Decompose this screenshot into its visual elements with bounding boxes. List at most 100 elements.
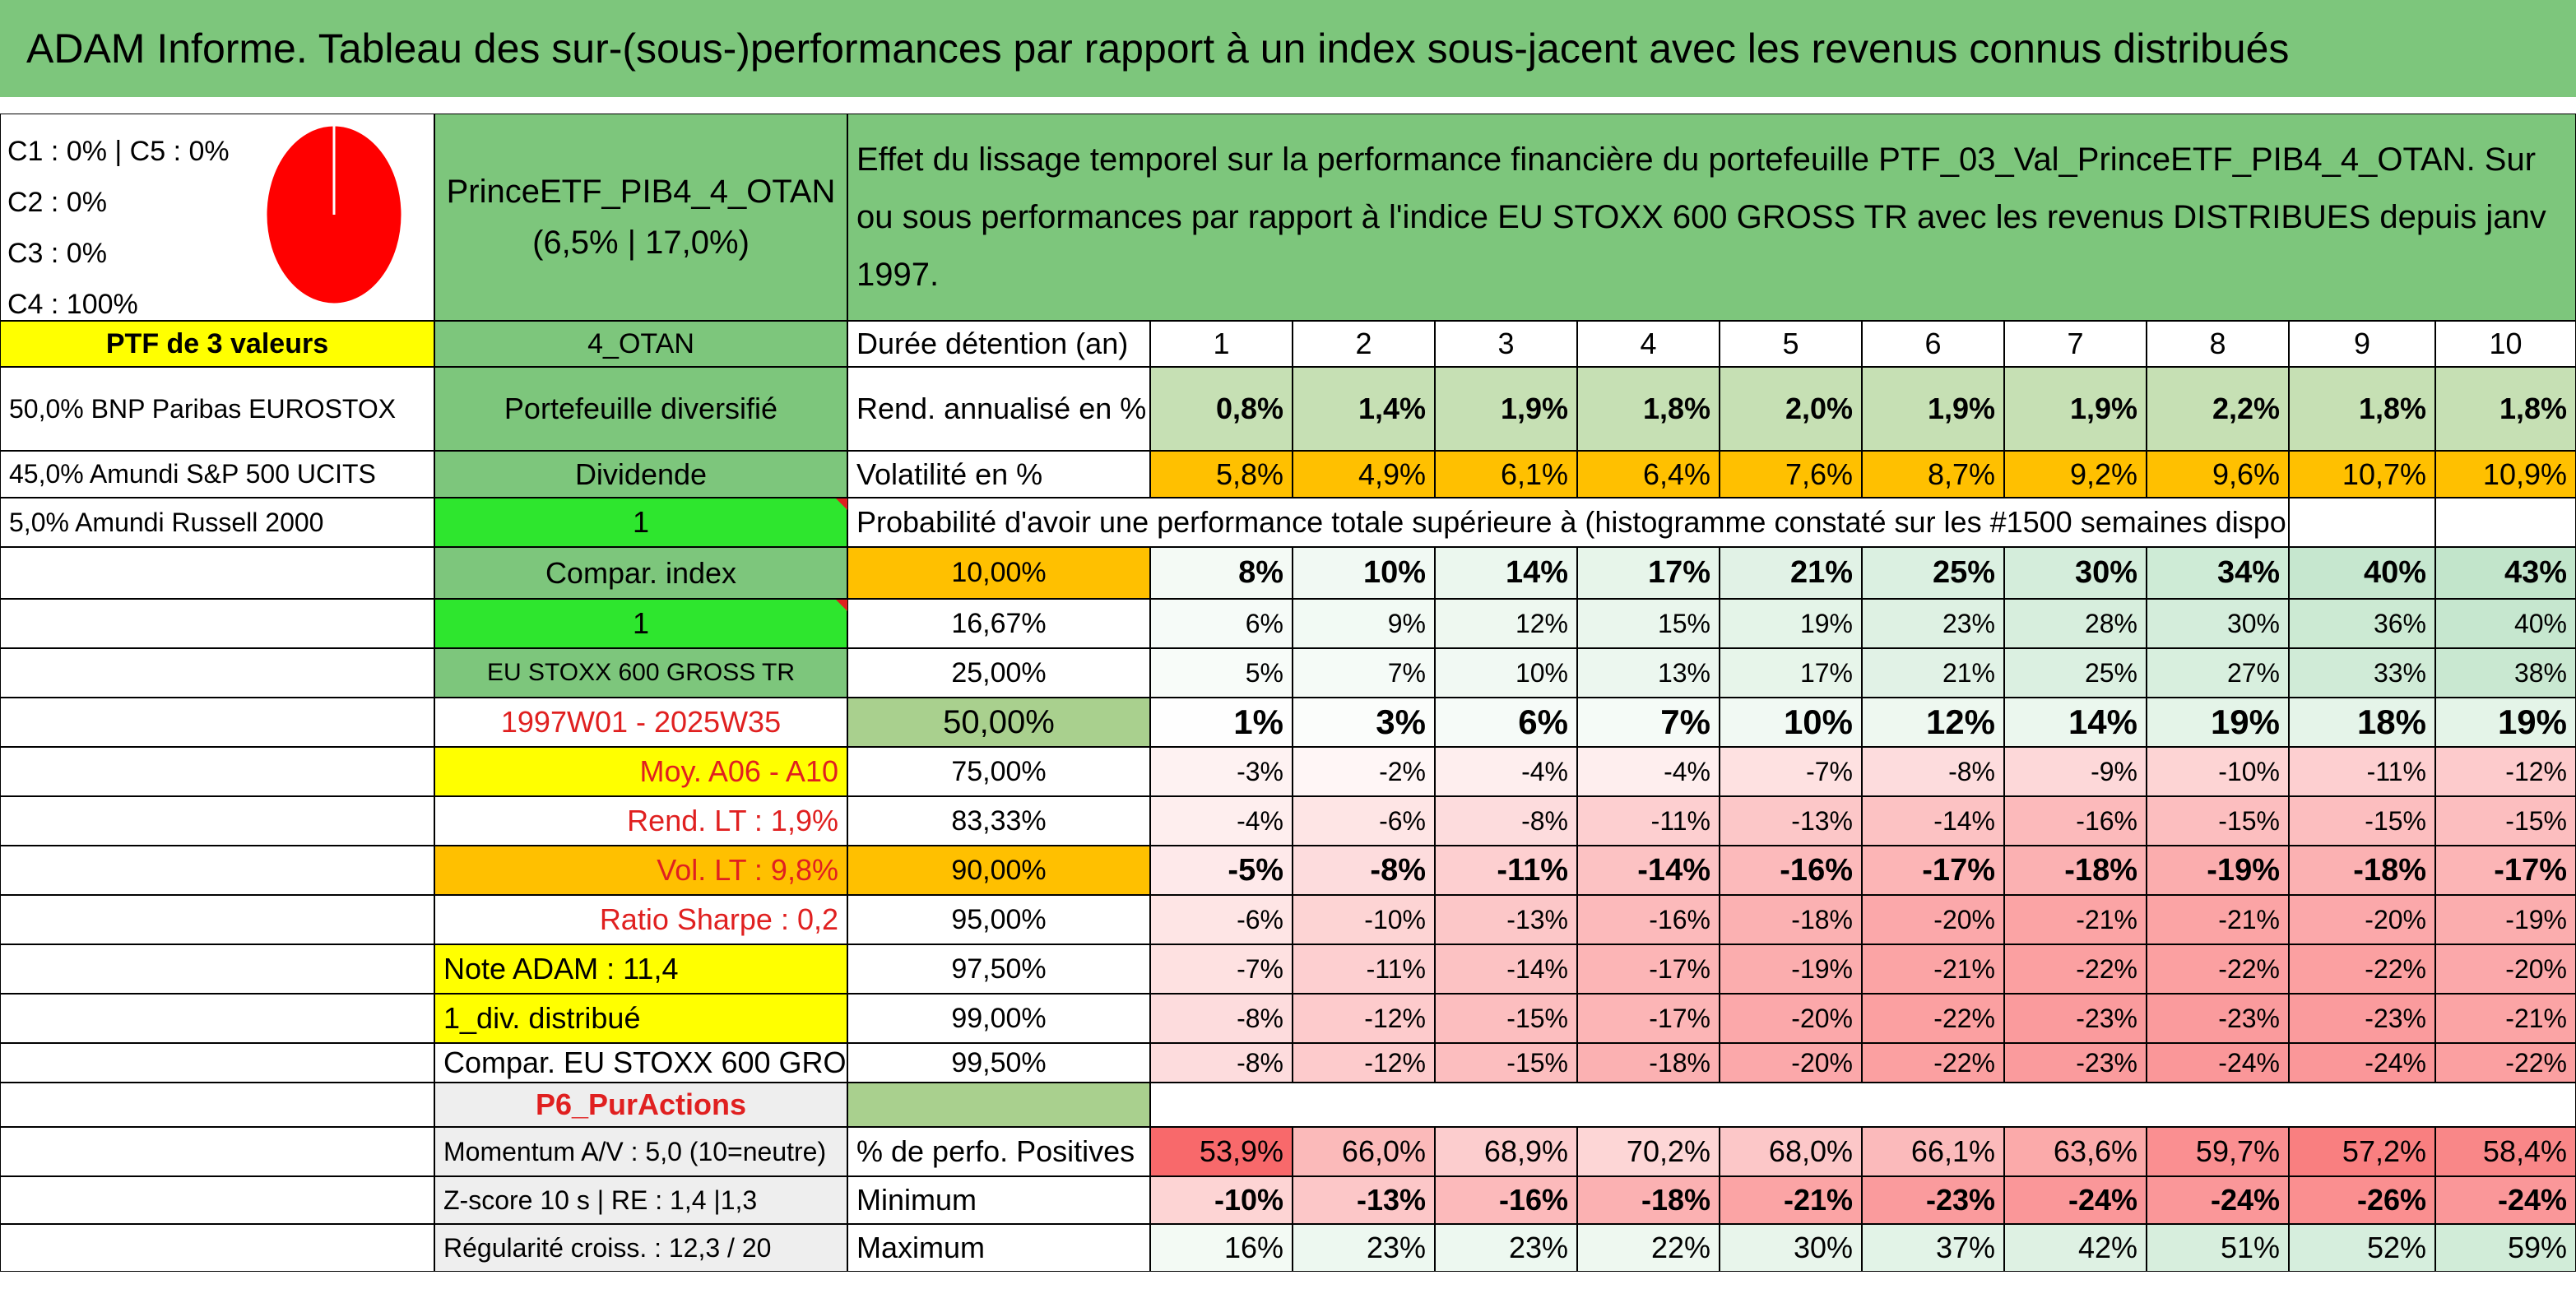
period: 1997W01 - 2025W35: [434, 698, 847, 747]
quantile-value: 6%: [1435, 698, 1577, 747]
min-value: -21%: [1720, 1176, 1862, 1224]
quantile-value: -7%: [1720, 747, 1862, 796]
quantile-value: -15%: [1435, 994, 1577, 1043]
spacer-cell: [1150, 1083, 2576, 1127]
spacer-cell: [0, 1224, 434, 1272]
allocation-c1-c5: C1 : 0% | C5 : 0%: [7, 136, 230, 167]
rend-value: 2,2%: [2147, 367, 2289, 451]
quantile-value: 6%: [1150, 599, 1293, 648]
min-value: -18%: [1577, 1176, 1720, 1224]
vol-value: 6,4%: [1577, 451, 1720, 498]
spacer-cell: [0, 1127, 434, 1176]
rend-value: 1,8%: [2435, 367, 2576, 451]
max-value: 22%: [1577, 1224, 1720, 1272]
min-value: -24%: [2004, 1176, 2147, 1224]
report-title: ADAM Informe. Tableau des sur-(sous-)per…: [26, 26, 2290, 72]
quantile-value: -22%: [1862, 994, 2004, 1043]
max-value: 30%: [1720, 1224, 1862, 1272]
quantile-label: 83,33%: [847, 796, 1150, 846]
allocation-c4: C4 : 100%: [7, 289, 138, 320]
quantile-value: 12%: [1435, 599, 1577, 648]
quantile-value: -20%: [1720, 1043, 1862, 1083]
quantile-value: -8%: [1150, 1043, 1293, 1083]
quantile-label: 97,50%: [847, 944, 1150, 994]
quantile-value: -5%: [1150, 846, 1293, 895]
pct-pos-value: 63,6%: [2004, 1127, 2147, 1176]
fund-stats: (6,5% | 17,0%): [532, 225, 750, 261]
quantile-value: -21%: [2435, 994, 2576, 1043]
index-name: EU STOXX 600 GROSS TR: [434, 648, 847, 698]
quantile-value: -19%: [1720, 944, 1862, 994]
year-header: 5: [1720, 321, 1862, 367]
quantile-value: -17%: [1577, 994, 1720, 1043]
quantile-value: 18%: [2289, 698, 2435, 747]
holding-1: 50,0% BNP Paribas EUROSTOX: [0, 367, 434, 451]
quantile-value: 3%: [1293, 698, 1435, 747]
regularite: Régularité croiss. : 12,3 / 20: [434, 1224, 847, 1272]
quantile-value: -18%: [1577, 1043, 1720, 1083]
rend-value: 1,4%: [1293, 367, 1435, 451]
quantile-value: -8%: [1862, 747, 2004, 796]
year-header: 4: [1577, 321, 1720, 367]
allocation-c3: C3 : 0%: [7, 238, 107, 269]
vol-label: Volatilité en %: [847, 451, 1150, 498]
comment-marker: [836, 600, 847, 611]
quantile-value: 19%: [1720, 599, 1862, 648]
rend-value: 1,9%: [1435, 367, 1577, 451]
quantile-value: -8%: [1293, 846, 1435, 895]
quantile-value: -21%: [1862, 944, 2004, 994]
rend-value: 1,9%: [1862, 367, 2004, 451]
quantile-value: -14%: [1577, 846, 1720, 895]
quantile-value: -10%: [2147, 747, 2289, 796]
compar-index-label: Compar. index: [434, 547, 847, 599]
quantile-value: -14%: [1435, 944, 1577, 994]
spacer-cell: [0, 1043, 434, 1083]
description-cell: Effet du lissage temporel sur la perform…: [847, 114, 2576, 321]
quantile-value: -22%: [2289, 944, 2435, 994]
quantile-value: 14%: [2004, 698, 2147, 747]
quantile-value: 5%: [1150, 648, 1293, 698]
spacer-cell: [0, 846, 434, 895]
dividend-label: Dividende: [434, 451, 847, 498]
quantile-value: -23%: [2004, 994, 2147, 1043]
quantile-value: -3%: [1150, 747, 1293, 796]
min-value: -13%: [1293, 1176, 1435, 1224]
quantile-value: 40%: [2435, 599, 2576, 648]
vol-value: 10,7%: [2289, 451, 2435, 498]
quantile-value: -22%: [1862, 1043, 2004, 1083]
quantile-value: -15%: [2289, 796, 2435, 846]
fund-name: PrinceETF_PIB4_4_OTAN: [446, 174, 836, 210]
vol-value: 9,6%: [2147, 451, 2289, 498]
quantile-value: -16%: [2004, 796, 2147, 846]
min-value: -24%: [2147, 1176, 2289, 1224]
min-label: Minimum: [847, 1176, 1150, 1224]
spacer-cell: [0, 994, 434, 1043]
quantile-value: 13%: [1577, 648, 1720, 698]
description-text: Effet du lissage temporel sur la perform…: [856, 141, 2546, 293]
year-header: 10: [2435, 321, 2576, 367]
quantile-value: -12%: [1293, 994, 1435, 1043]
spacer-cell: [0, 747, 434, 796]
quantile-value: 14%: [1435, 547, 1577, 599]
quantile-value: -24%: [2147, 1043, 2289, 1083]
quantile-value: 7%: [1293, 648, 1435, 698]
quantile-value: 38%: [2435, 648, 2576, 698]
quantile-value: 27%: [2147, 648, 2289, 698]
quantile-value: -15%: [2147, 796, 2289, 846]
zscore: Z-score 10 s | RE : 1,4 |1,3: [434, 1176, 847, 1224]
spacer-cell: [0, 648, 434, 698]
year-header: 6: [1862, 321, 2004, 367]
quantile-value: -4%: [1150, 796, 1293, 846]
vol-value: 9,2%: [2004, 451, 2147, 498]
quantile-value: -16%: [1577, 895, 1720, 944]
fund-short-name: 4_OTAN: [434, 321, 847, 367]
quantile-value: -2%: [1293, 747, 1435, 796]
quantile-value: 10%: [1720, 698, 1862, 747]
momentum: Momentum A/V : 5,0 (10=neutre): [434, 1127, 847, 1176]
quantile-value: -6%: [1150, 895, 1293, 944]
pct-pos-value: 70,2%: [1577, 1127, 1720, 1176]
portfolio-header: PTF de 3 valeurs: [0, 321, 434, 367]
quantile-value: 1%: [1150, 698, 1293, 747]
quantile-value: -11%: [1435, 846, 1577, 895]
rend-lt: Rend. LT : 1,9%: [434, 796, 847, 846]
